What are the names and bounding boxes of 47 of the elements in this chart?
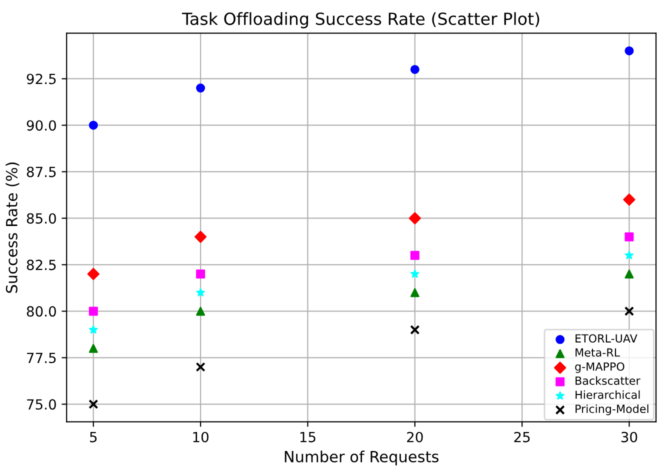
x-tick-label: 10 [193,432,208,442]
point [624,306,634,316]
x-tick-label: 15 [300,432,316,442]
y-tick-label: 77.5 [27,352,56,364]
y-tick-label: 80.0 [26,306,56,317]
point [87,268,100,280]
x-tick-label: 30 [621,432,638,442]
point [624,270,634,279]
y-tick-label: 90.0 [26,120,56,131]
y-axis-title: Success Rate (%) [6,162,20,293]
point [88,306,98,316]
point [196,270,206,279]
point [196,362,206,372]
x-tick-label: 5 [90,432,97,442]
legend-label: ETORL-UAV [576,334,638,343]
point [410,288,420,298]
point [89,325,98,334]
point [410,324,420,335]
point [410,64,420,74]
x-tick-label: 20 [407,432,423,442]
point [196,306,206,316]
legend-label: g-MAPPO [575,362,624,373]
legend-label: Meta-RL [576,348,620,357]
point [408,212,421,224]
y-tick-label: 87.5 [26,166,56,178]
x-tick-label: 25 [514,432,530,442]
y-tick-label: 85.0 [26,213,56,224]
legend-label: Pricing-Model [576,404,648,416]
point [194,230,207,243]
y-tick-label: 75.0 [27,399,56,410]
legend-label: Hierarchical [576,390,640,399]
point [623,194,636,206]
chart-title: Task Offloading Success Rate (Scatter Plot) [182,12,540,28]
point [410,250,420,260]
y-tick-label: 82.5 [26,260,56,270]
legend-label: Backscatter [576,376,640,385]
point [196,84,206,93]
point [88,399,98,410]
y-tick-label: 92.5 [26,74,56,84]
x-axis-title: Number of Requests [284,450,438,466]
point [196,288,205,296]
point [624,46,634,56]
point [624,250,634,260]
point [410,270,420,278]
point [88,344,98,353]
point [88,120,98,130]
point [624,232,634,242]
